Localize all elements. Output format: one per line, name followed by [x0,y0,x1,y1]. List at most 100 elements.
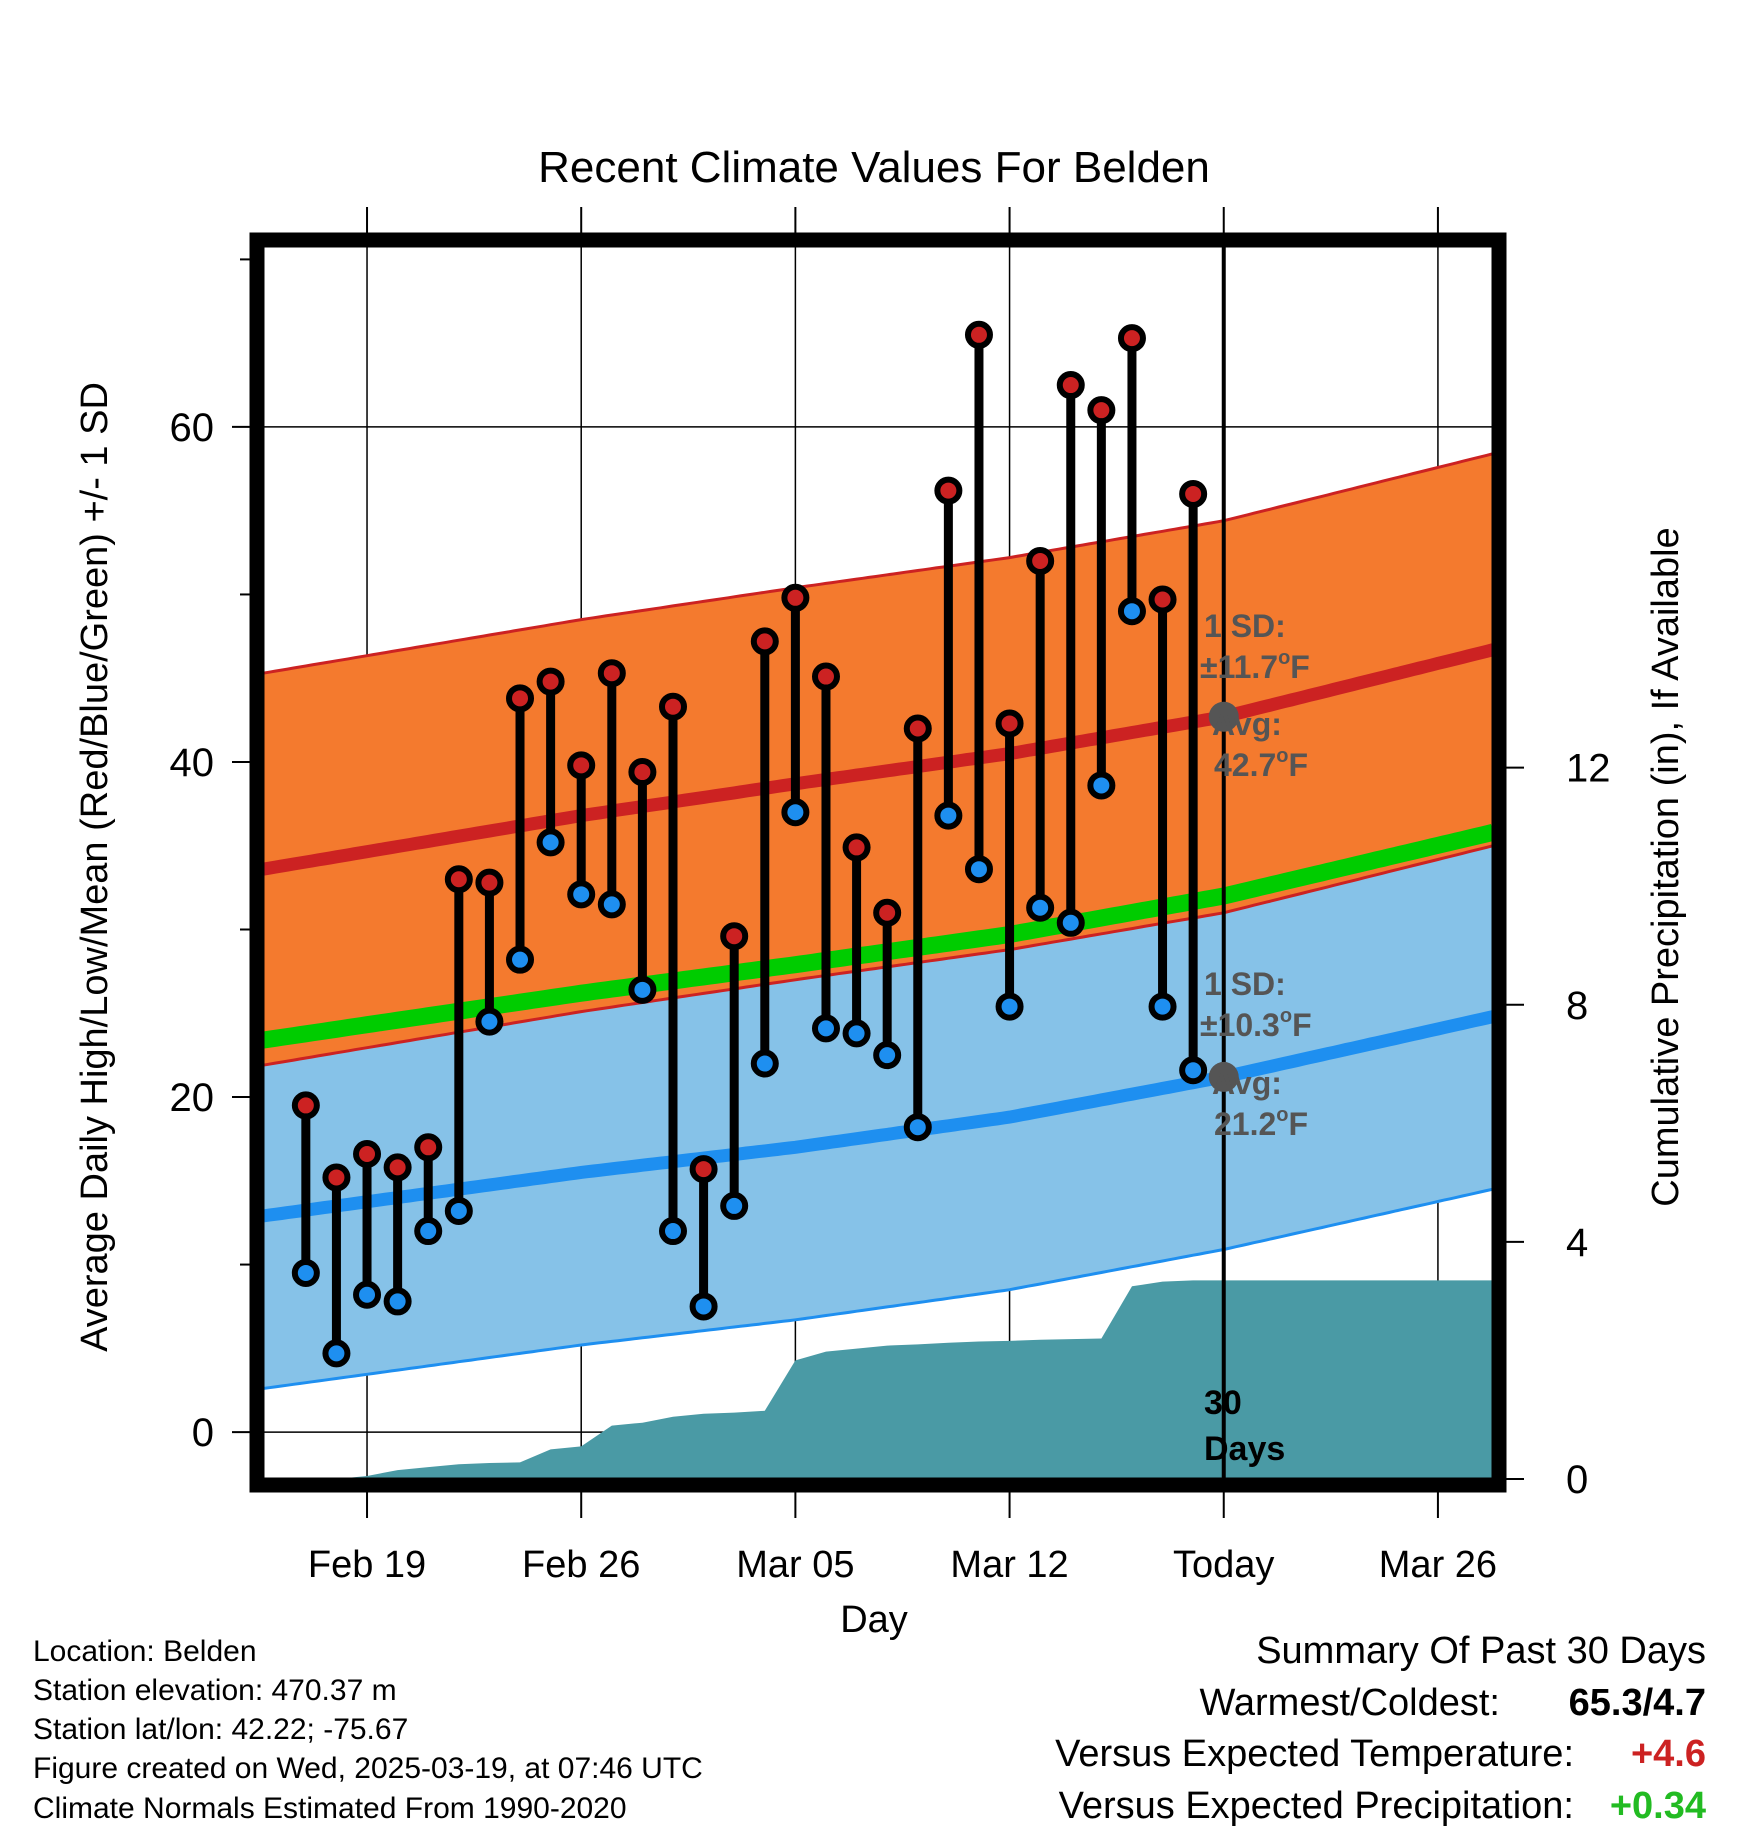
x-tick-label: Mar 26 [1379,1544,1497,1586]
plot-frame [249,232,1507,1493]
x-tick-label: Feb 19 [308,1544,426,1586]
obs-low-point [1179,1056,1208,1085]
obs-high-point [781,583,810,612]
obs-low-point [1148,992,1177,1021]
obs-high-point [628,758,657,787]
obs-high-point [659,692,687,721]
low-avg-value: 21.2 [1214,1106,1276,1142]
summary-temp-value: +4.6 [1631,1733,1706,1775]
obs-high-point [475,868,504,897]
high-sd-unit: F [1290,649,1310,685]
summary-title: Summary Of Past 30 Days [1256,1630,1706,1672]
y-axis-label: Average Daily High/Low/Mean (Red/Blue/Gr… [74,382,116,1352]
obs-low-point [1087,771,1116,800]
obs-high-point [1026,546,1055,575]
mean-normal-line [261,824,1496,1049]
summary-precip-value: +0.34 [1610,1785,1706,1827]
obs-low-point [506,945,535,974]
obs-high-point [995,709,1024,738]
obs-low-point [720,1191,749,1220]
obs-low-point [475,1007,504,1036]
obs-low-point [567,880,596,909]
obs-low-point [811,1014,840,1043]
obs-high-point [1148,585,1177,614]
x-tick-label: Mar 12 [950,1544,1068,1586]
obs-high-point [750,627,779,656]
obs-low-point [659,1217,687,1246]
obs-low-point [689,1292,718,1321]
obs-high-point [720,922,749,951]
plot-border [249,232,1507,1493]
y2-tick-label: 8 [1566,984,1588,1028]
low-band-lower-edge [262,1187,1494,1390]
x-tick-label: Feb 26 [522,1544,640,1586]
obs-high-point [842,833,871,862]
obs-low-point [322,1339,351,1368]
high-sd-text: ±11.7oF [1200,647,1310,685]
x-tick-label: Today [1173,1544,1274,1586]
high-band-lower-edge [262,844,1494,1067]
summary-precip-label: Versus Expected Precipitation: [1059,1785,1574,1827]
high-avg-unit: F [1289,747,1309,783]
high-avg-text: 42.7oF [1214,745,1308,783]
obs-low-point [842,1019,871,1048]
precip-cumulative-area [263,1280,1493,1479]
low-sd-unit: F [1292,1007,1312,1043]
obs-high-point [353,1139,382,1168]
obs-high-point [1179,479,1208,508]
low-avg-label: Avg: [1212,1065,1282,1101]
obs-low-point [536,828,565,857]
avg-markers [1208,701,1239,1092]
summary-warmest-value: 65.3/4.7 [1569,1682,1706,1724]
low-normal-line [262,1010,1495,1223]
summary-warmest-label: Warmest/Coldest: [1199,1682,1500,1724]
footer-created: Figure created on Wed, 2025-03-19, at 07… [33,1752,703,1785]
obs-low-point [873,1041,902,1070]
high-avg-deg: o [1276,745,1288,767]
low-avg-unit: F [1289,1106,1309,1142]
high-avg-label: Avg: [1212,706,1282,742]
obs-low-point [903,1113,932,1142]
footer-location: Location: Belden [33,1635,257,1668]
footer-latlon: Station lat/lon: 42.22; -75.67 [33,1713,408,1746]
obs-high-point [1117,324,1146,353]
today-low-avg-marker [1208,1061,1239,1092]
days-count-label: 30 [1204,1384,1242,1422]
obs-high-point [322,1163,351,1192]
obs-high-point [689,1155,718,1184]
obs-high-point [506,684,535,713]
x-tick-label: Mar 05 [736,1544,854,1586]
obs-low-point [1026,893,1055,922]
low-sd-value: ±10.3 [1200,1007,1280,1043]
footer-normals: Climate Normals Estimated From 1990-2020 [33,1792,627,1825]
precip-area [263,1280,1493,1479]
y-tick-label: 60 [170,406,215,450]
obs-high-point [1056,371,1085,400]
x-axis-label: Day [840,1599,908,1641]
y2-axis-label: Cumulative Precipitation (in), If Availa… [1645,527,1687,1206]
low-avg-deg: o [1276,1104,1288,1126]
normal-bands [262,452,1494,1390]
low-avg-text: 21.2oF [1214,1104,1308,1142]
obs-low-point [444,1196,473,1225]
y2-tick-label: 4 [1566,1221,1588,1265]
y2-tick-label: 12 [1566,747,1611,791]
observations [291,320,1208,1368]
chart-title: Recent Climate Values For Belden [538,143,1210,192]
low-sd-deg: o [1280,1005,1292,1027]
obs-low-point [934,801,963,830]
obs-low-point [353,1280,382,1309]
obs-high-point [934,476,963,505]
today-high-avg-marker [1208,701,1239,732]
low-sd-label: 1 SD: [1204,966,1286,1002]
low-sd-band [263,844,1493,1389]
obs-low-point [383,1287,412,1316]
high-band-upper-edge [262,452,1494,675]
obs-low-point [964,855,993,884]
y-tick-label: 40 [170,741,215,785]
obs-low-point [597,890,626,919]
obs-high-point [903,714,932,743]
obs-low-point [1117,597,1146,626]
obs-low-point [995,992,1024,1021]
